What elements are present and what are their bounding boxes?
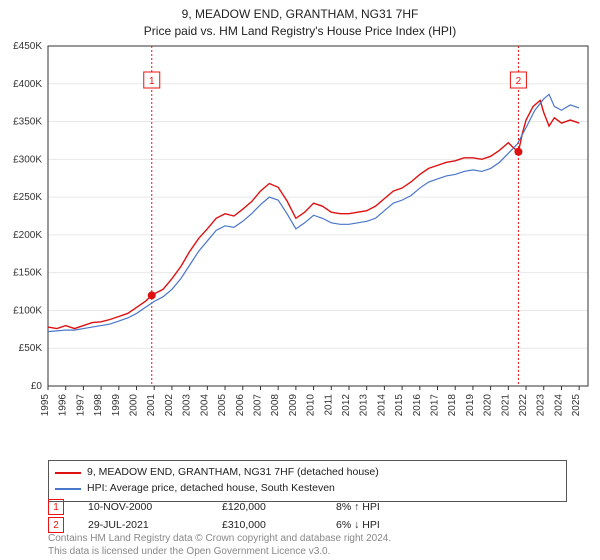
svg-text:1997: 1997 <box>75 394 86 417</box>
marker-row: 1 10-NOV-2000 £120,000 8% ↑ HPI <box>48 498 436 516</box>
svg-text:1: 1 <box>149 76 155 87</box>
chart-area: £0 £50K £100K £150K £200K £250K £300K £350K £400… <box>0 40 600 450</box>
marker-date: 10-NOV-2000 <box>88 501 198 513</box>
svg-text:2005: 2005 <box>217 394 228 417</box>
svg-text:2004: 2004 <box>199 394 210 417</box>
svg-text:2020: 2020 <box>483 394 494 417</box>
svg-text:2003: 2003 <box>182 394 193 417</box>
footer-line: Contains HM Land Registry data © Crown c… <box>48 532 391 545</box>
legend-row: 9, MEADOW END, GRANTHAM, NG31 7HF (detac… <box>55 465 560 481</box>
marker-price: £120,000 <box>222 501 312 513</box>
legend-label: HPI: Average price, detached house, Sout… <box>87 481 335 497</box>
svg-text:2015: 2015 <box>394 394 405 417</box>
marker-badge: 2 <box>48 517 64 533</box>
svg-text:2023: 2023 <box>536 394 547 417</box>
svg-text:£100K: £100K <box>13 305 42 316</box>
footer-line: This data is licensed under the Open Gov… <box>48 545 391 558</box>
svg-text:£300K: £300K <box>13 154 42 165</box>
svg-text:2: 2 <box>516 76 522 87</box>
svg-text:2009: 2009 <box>288 394 299 417</box>
svg-text:2001: 2001 <box>146 394 157 417</box>
svg-text:2010: 2010 <box>306 394 317 417</box>
svg-text:2012: 2012 <box>341 394 352 417</box>
svg-text:2011: 2011 <box>323 394 334 416</box>
svg-text:2006: 2006 <box>235 394 246 417</box>
svg-text:1998: 1998 <box>93 394 104 417</box>
svg-text:2017: 2017 <box>430 394 441 417</box>
svg-text:2007: 2007 <box>252 394 263 417</box>
svg-text:1996: 1996 <box>58 394 69 417</box>
svg-text:£350K: £350K <box>13 117 42 128</box>
footer: Contains HM Land Registry data © Crown c… <box>48 532 391 558</box>
marker-delta: 6% ↓ HPI <box>336 519 436 531</box>
svg-text:2016: 2016 <box>412 394 423 417</box>
svg-text:2013: 2013 <box>359 394 370 417</box>
svg-text:2002: 2002 <box>164 394 175 417</box>
svg-text:1995: 1995 <box>40 394 51 417</box>
legend-swatch <box>55 488 81 490</box>
svg-text:£0: £0 <box>31 381 43 392</box>
svg-text:£50K: £50K <box>19 343 43 354</box>
svg-text:2000: 2000 <box>129 394 140 417</box>
marker-delta: 8% ↑ HPI <box>336 501 436 513</box>
marker-badge: 1 <box>48 499 64 515</box>
svg-text:£200K: £200K <box>13 230 42 241</box>
svg-text:£450K: £450K <box>13 41 42 52</box>
marker-table: 1 10-NOV-2000 £120,000 8% ↑ HPI 2 29-JUL… <box>48 498 436 534</box>
legend: 9, MEADOW END, GRANTHAM, NG31 7HF (detac… <box>48 460 567 502</box>
legend-row: HPI: Average price, detached house, Sout… <box>55 481 560 497</box>
svg-text:2018: 2018 <box>447 394 458 417</box>
svg-text:£150K: £150K <box>13 268 42 279</box>
svg-text:2025: 2025 <box>571 394 582 417</box>
svg-text:1999: 1999 <box>111 394 122 417</box>
svg-text:2008: 2008 <box>270 394 281 417</box>
marker-date: 29-JUL-2021 <box>88 519 198 531</box>
svg-text:2014: 2014 <box>376 394 387 417</box>
legend-label: 9, MEADOW END, GRANTHAM, NG31 7HF (detac… <box>87 465 379 481</box>
svg-text:2019: 2019 <box>465 394 476 417</box>
svg-text:2024: 2024 <box>553 394 564 417</box>
chart-title-line1: 9, MEADOW END, GRANTHAM, NG31 7HF <box>0 6 600 23</box>
chart-title-line2: Price paid vs. HM Land Registry's House … <box>0 23 600 40</box>
svg-text:2022: 2022 <box>518 394 529 417</box>
svg-text:2021: 2021 <box>500 394 511 417</box>
marker-price: £310,000 <box>222 519 312 531</box>
svg-text:£400K: £400K <box>13 79 42 90</box>
svg-text:£250K: £250K <box>13 192 42 203</box>
legend-swatch <box>55 472 81 474</box>
